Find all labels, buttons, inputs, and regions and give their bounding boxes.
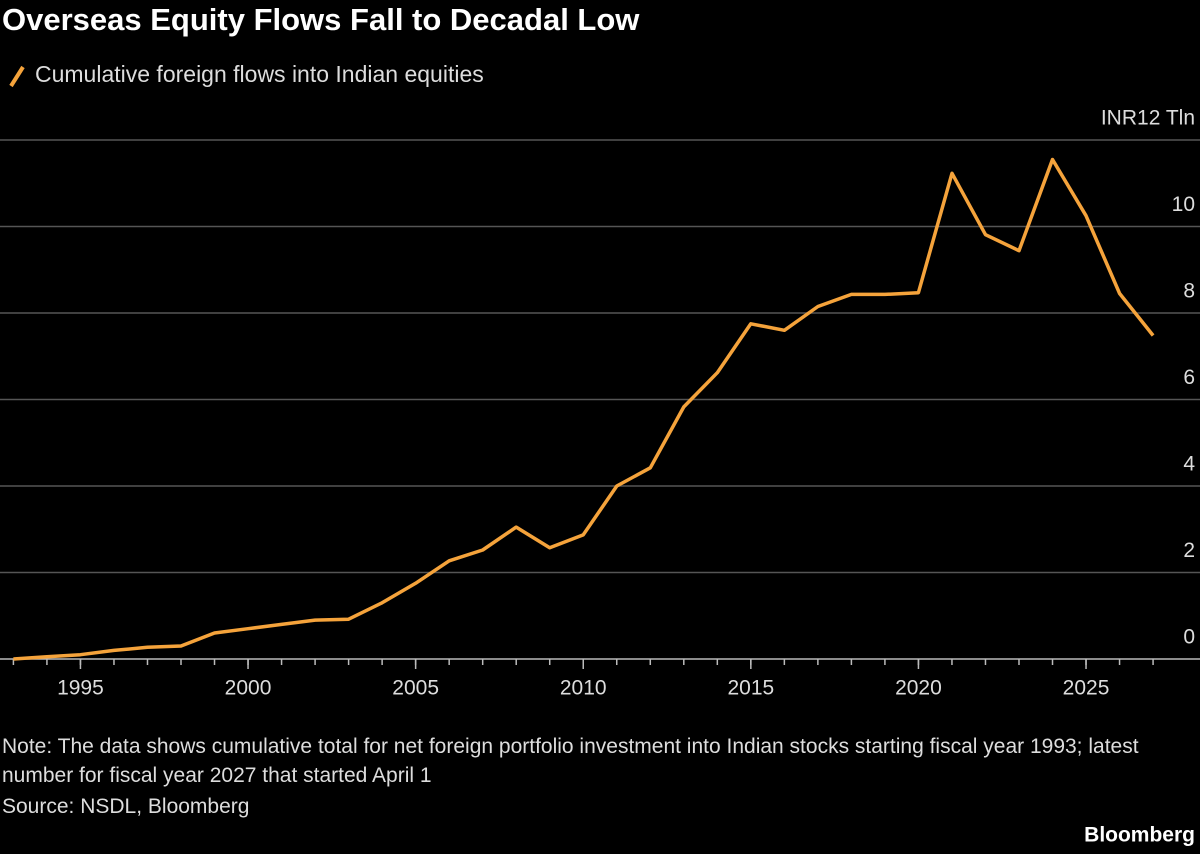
legend-swatch xyxy=(9,65,25,88)
x-tick-label: 2020 xyxy=(895,677,942,700)
y-tick-label: 4 xyxy=(1183,453,1195,476)
y-tick-label: 8 xyxy=(1183,280,1195,303)
x-tick-label: 2000 xyxy=(225,677,272,700)
y-tick-label: 2 xyxy=(1183,539,1195,562)
y-tick-label: 10 xyxy=(1172,193,1195,216)
x-tick-label: 2025 xyxy=(1063,677,1110,700)
x-tick-label: 2015 xyxy=(727,677,774,700)
x-tick-label: 2010 xyxy=(560,677,607,700)
x-tick-label: 1995 xyxy=(57,677,104,700)
note: Note: The data shows cumulative total fo… xyxy=(2,735,1139,787)
y-tick-label: 0 xyxy=(1183,626,1195,649)
legend-label: Cumulative foreign flows into Indian equ… xyxy=(35,61,484,87)
chart-title: Overseas Equity Flows Fall to Decadal Lo… xyxy=(2,2,640,37)
y-tick-label: INR12 Tln xyxy=(1101,107,1195,130)
x-tick-label: 2005 xyxy=(392,677,439,700)
y-tick-label: 6 xyxy=(1183,366,1195,389)
brand: Bloomberg xyxy=(1084,824,1195,847)
source: Source: NSDL, Bloomberg xyxy=(2,795,250,818)
series-line xyxy=(13,157,1155,661)
